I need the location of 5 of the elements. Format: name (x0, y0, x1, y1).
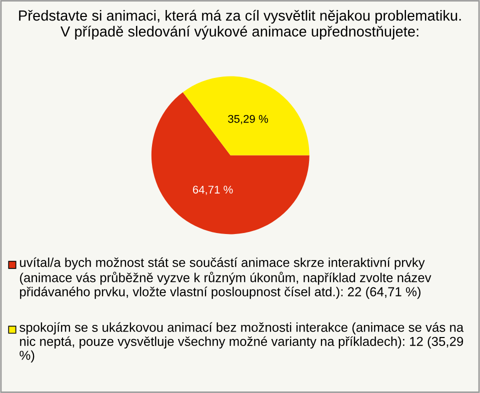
data-label: 35,29 % (228, 115, 268, 124)
chart-title: Představte si animaci, která má za cíl vysvětlit nějakou problematiku. V případě sledování výukové animace upřednostňujete: (19, 10, 461, 40)
legend-label: spokojím se s ukázkovou animací bez možnosti interakce (animace se vás na nic neptá, pouze vysvětluje všechny možné varianty na příkladech): 12 (35,29 %) (20, 322, 464, 362)
legend-label: uvítal/a bych možnost stát se součástí animace skrze interaktivní prvky (animace vás průběžně vyzve k různým úkonům, například zvolte název přidávaného prvku, vložte vlastní posloupnost čísel atd.): 22 (64,71 %) (20, 257, 432, 299)
data-label: 64,71 % (192, 186, 233, 195)
